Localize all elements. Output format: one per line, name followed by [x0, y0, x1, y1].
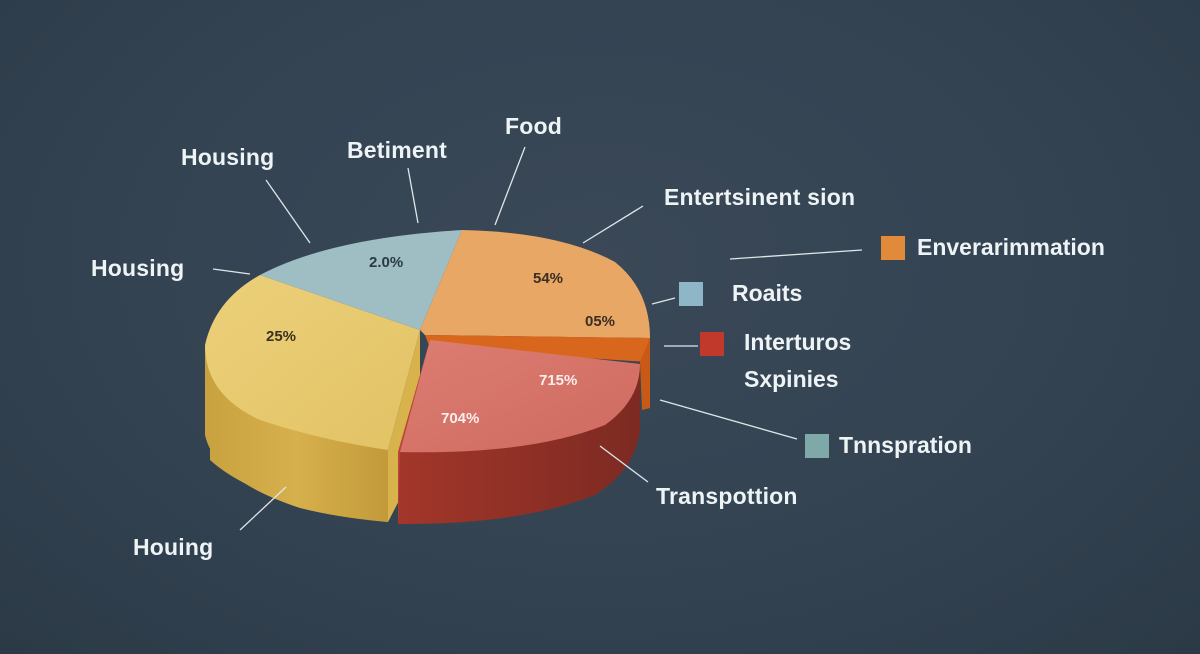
legend-swatch-red	[700, 332, 724, 356]
legend-swatch-teal	[805, 433, 829, 458]
callout-label-food: Food	[505, 113, 562, 139]
legend-label: Interturos	[744, 329, 852, 355]
callout-label-housing-top: Housing	[181, 144, 275, 170]
legend-label-line2: Sxpinies	[744, 366, 839, 392]
leader-lines	[212, 146, 863, 531]
legend-item-roaits: Roaits	[679, 280, 802, 307]
pct-label-transportation-lower: 704%	[441, 410, 480, 427]
callout-label-entertainment: Entertsinent sion	[664, 184, 856, 210]
pct-label-entertainment: 05%	[585, 313, 616, 330]
legend-label: Enverarimmation	[917, 234, 1105, 260]
slice-betiment	[260, 230, 462, 330]
legend-label: Roaits	[732, 280, 803, 306]
slice-transportation	[398, 340, 640, 453]
pct-label-housing: 25%	[266, 328, 297, 345]
legend-label: Tnnspration	[839, 432, 972, 458]
pct-label-transportation-upper: 715%	[539, 372, 578, 389]
callout-label-houing-bottom: Houing	[133, 534, 214, 560]
legend-swatch-light-blue	[679, 281, 703, 306]
callout-label-transportation: Transpottion	[656, 483, 798, 509]
pct-label-betiment: 2.0%	[369, 254, 404, 271]
pct-label-food: 54%	[533, 270, 564, 287]
legend-item-interturos: Interturos Sxpinies	[700, 329, 851, 398]
slice-food	[420, 230, 650, 338]
slice-entertainment	[425, 335, 650, 362]
callout-label-betiment: Betiment	[347, 137, 448, 163]
slice-housing	[205, 275, 420, 450]
legend-swatch-orange	[881, 235, 905, 260]
callout-label-housing-left: Housing	[91, 255, 185, 281]
legend-item-enverarimmation: Enverarimmation	[881, 234, 1105, 261]
legend-item-tnnspration: Tnnspration	[805, 432, 972, 459]
